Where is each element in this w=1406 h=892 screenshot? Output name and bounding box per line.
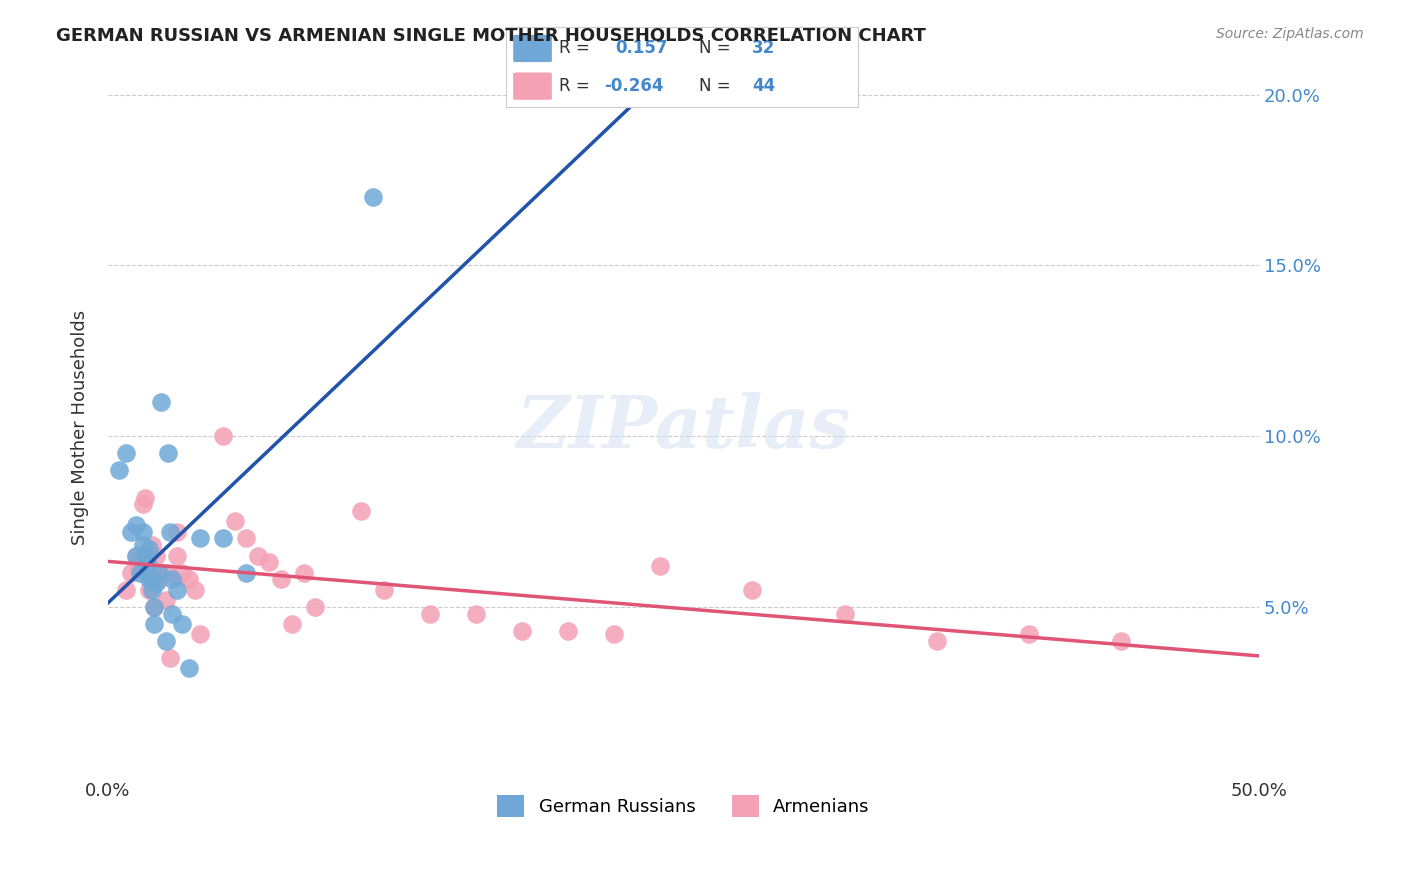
Point	[143, 599, 166, 614]
Point	[124, 517, 146, 532]
Point	[166, 549, 188, 563]
Point	[834, 607, 856, 621]
Point	[141, 538, 163, 552]
Point	[141, 582, 163, 597]
Point	[145, 549, 167, 563]
Point	[188, 532, 211, 546]
Point	[162, 607, 184, 621]
Point	[603, 627, 626, 641]
Point	[159, 651, 181, 665]
Point	[145, 575, 167, 590]
Point	[212, 532, 235, 546]
Point	[149, 395, 172, 409]
Point	[145, 573, 167, 587]
Point	[166, 524, 188, 539]
Point	[224, 515, 246, 529]
Text: R =: R =	[560, 78, 589, 95]
Text: ZIPatlas: ZIPatlas	[516, 392, 851, 463]
Point	[246, 549, 269, 563]
Point	[129, 566, 152, 580]
Point	[156, 446, 179, 460]
Point	[741, 582, 763, 597]
Point	[141, 573, 163, 587]
Point	[120, 566, 142, 580]
Point	[188, 627, 211, 641]
Text: Source: ZipAtlas.com: Source: ZipAtlas.com	[1216, 27, 1364, 41]
Text: N =: N =	[700, 39, 731, 57]
Point	[108, 463, 131, 477]
Legend: German Russians, Armenians: German Russians, Armenians	[489, 788, 877, 824]
Point	[124, 549, 146, 563]
Point	[419, 607, 441, 621]
Point	[350, 504, 373, 518]
Text: -0.264: -0.264	[605, 78, 664, 95]
Point	[257, 555, 280, 569]
Text: N =: N =	[700, 78, 731, 95]
Point	[148, 573, 170, 587]
Point	[124, 549, 146, 563]
Point	[138, 573, 160, 587]
Text: 32: 32	[752, 39, 776, 57]
Point	[650, 558, 672, 573]
Point	[184, 582, 207, 597]
Point	[304, 599, 326, 614]
Point	[1018, 627, 1040, 641]
Point	[115, 582, 138, 597]
Point	[136, 566, 159, 580]
Point	[155, 593, 177, 607]
Point	[159, 524, 181, 539]
Point	[177, 573, 200, 587]
Text: 0.157: 0.157	[616, 39, 668, 57]
Point	[138, 541, 160, 556]
FancyBboxPatch shape	[513, 72, 551, 100]
Point	[127, 558, 149, 573]
Point	[120, 524, 142, 539]
Point	[292, 566, 315, 580]
Point	[270, 573, 292, 587]
Point	[212, 429, 235, 443]
Point	[235, 532, 257, 546]
Point	[143, 599, 166, 614]
Point	[281, 616, 304, 631]
Y-axis label: Single Mother Households: Single Mother Households	[72, 310, 89, 545]
Point	[170, 566, 193, 580]
Point	[510, 624, 533, 638]
Point	[925, 634, 948, 648]
Point	[177, 661, 200, 675]
Point	[138, 582, 160, 597]
Point	[148, 566, 170, 580]
Point	[131, 524, 153, 539]
Point	[162, 573, 184, 587]
Point	[170, 616, 193, 631]
Point	[235, 566, 257, 580]
Point	[155, 634, 177, 648]
Point	[166, 582, 188, 597]
Point	[1109, 634, 1132, 648]
Point	[131, 538, 153, 552]
Point	[134, 491, 156, 505]
Point	[465, 607, 488, 621]
Point	[557, 624, 579, 638]
Point	[361, 190, 384, 204]
Point	[136, 555, 159, 569]
Point	[373, 582, 395, 597]
Point	[149, 566, 172, 580]
Text: GERMAN RUSSIAN VS ARMENIAN SINGLE MOTHER HOUSEHOLDS CORRELATION CHART: GERMAN RUSSIAN VS ARMENIAN SINGLE MOTHER…	[56, 27, 927, 45]
Point	[134, 549, 156, 563]
Text: 44: 44	[752, 78, 776, 95]
Text: R =: R =	[560, 39, 589, 57]
Point	[115, 446, 138, 460]
Point	[156, 566, 179, 580]
FancyBboxPatch shape	[513, 35, 551, 62]
Point	[131, 497, 153, 511]
Point	[143, 616, 166, 631]
